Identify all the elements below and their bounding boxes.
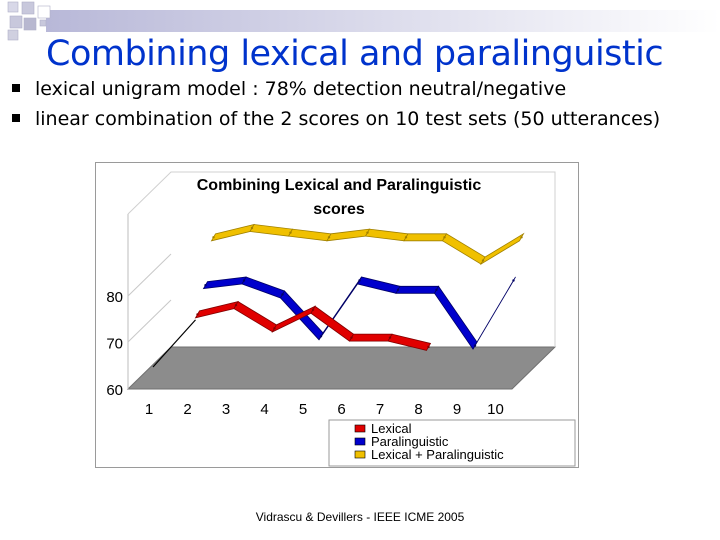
header-square (9, 15, 23, 29)
data-point (212, 236, 215, 239)
series-segment-paralinguistic (395, 285, 440, 294)
data-point (427, 345, 430, 349)
y-tick-label: 70 (106, 336, 123, 353)
bullet-item: lexical unigram model : 78% detection ne… (12, 78, 566, 100)
bullet-square-icon (12, 113, 20, 122)
data-point (396, 288, 400, 291)
slide-title: Combining lexical and paralinguistic (46, 34, 664, 74)
data-point (366, 231, 369, 234)
series-segment-lexical-paralinguistic (403, 233, 448, 242)
x-tick-label: 7 (376, 401, 384, 418)
data-point (481, 259, 485, 262)
x-tick-label: 6 (337, 401, 345, 418)
x-tick-label: 4 (260, 401, 268, 418)
series-segment-lexical (387, 333, 432, 351)
header-square (7, 29, 19, 41)
x-tick-label: 5 (299, 401, 307, 418)
chart: Combining Lexical and Paralinguistic scor… (95, 162, 579, 468)
chart-title: Combining Lexical and Paralinguistic (197, 177, 482, 194)
series-segment-lexical-paralinguistic (479, 232, 525, 266)
legend-label: Lexical + Paralinguistic (371, 447, 504, 462)
y-tick-label: 80 (106, 289, 123, 306)
series-segment-lexical (348, 333, 393, 342)
legend-label: Lexical (371, 421, 412, 436)
data-point (281, 293, 284, 296)
data-point (289, 231, 292, 234)
series-segment-paralinguistic (472, 276, 516, 350)
legend-swatch (354, 424, 366, 433)
data-point (404, 236, 408, 239)
y-tick-label: 60 (106, 382, 123, 399)
x-tick-label: 3 (222, 401, 230, 418)
header-square (7, 1, 19, 13)
header-band (46, 10, 720, 32)
header-square (39, 19, 47, 27)
data-point (358, 279, 361, 282)
x-tick-label: 10 (487, 401, 504, 418)
legend-frame (328, 419, 576, 467)
chart-back-wall-edge (127, 171, 556, 347)
legend-swatch (354, 450, 366, 459)
header-square (37, 5, 51, 19)
data-point (520, 236, 523, 239)
x-tick-label: 9 (453, 401, 461, 418)
data-point (350, 336, 353, 339)
x-tick-label: 2 (183, 401, 191, 418)
bullet-square-icon (12, 83, 20, 92)
data-point (234, 303, 238, 307)
data-point (473, 344, 477, 347)
x-tick-label: 1 (145, 401, 153, 418)
data-point (443, 236, 446, 239)
chart-frame (95, 162, 579, 468)
bullet-item: linear combination of the 2 scores on 10… (12, 108, 660, 130)
data-point (250, 226, 254, 230)
footer-text: Vidrascu & Devillers - IEEE ICME 2005 (255, 510, 465, 524)
side-wall-gridline (127, 299, 172, 343)
side-wall-gridline (127, 253, 172, 297)
data-point (311, 308, 315, 311)
bullet-text: lexical unigram model : 78% detection ne… (35, 78, 567, 100)
data-point (196, 313, 199, 316)
data-point (242, 279, 246, 282)
data-point (273, 327, 276, 330)
header-square (23, 17, 37, 31)
chart-title-line2: scores (313, 201, 365, 218)
data-point (388, 336, 392, 339)
data-point (204, 283, 207, 287)
data-point (435, 288, 438, 291)
legend-label: Paralinguistic (371, 434, 449, 449)
legend-swatch (354, 437, 366, 446)
chart-floor (126, 346, 557, 390)
header-decoration (7, 1, 720, 41)
data-point (327, 236, 331, 239)
data-point (512, 279, 515, 282)
footer-citation: Vidrascu & Devillers - IEEE ICME 2005 (0, 510, 720, 524)
data-point (319, 335, 323, 338)
series-drop-line (152, 319, 196, 368)
header-square (21, 1, 35, 15)
x-tick-label: 8 (414, 401, 422, 418)
bullet-text: linear combination of the 2 scores on 10… (35, 108, 661, 130)
